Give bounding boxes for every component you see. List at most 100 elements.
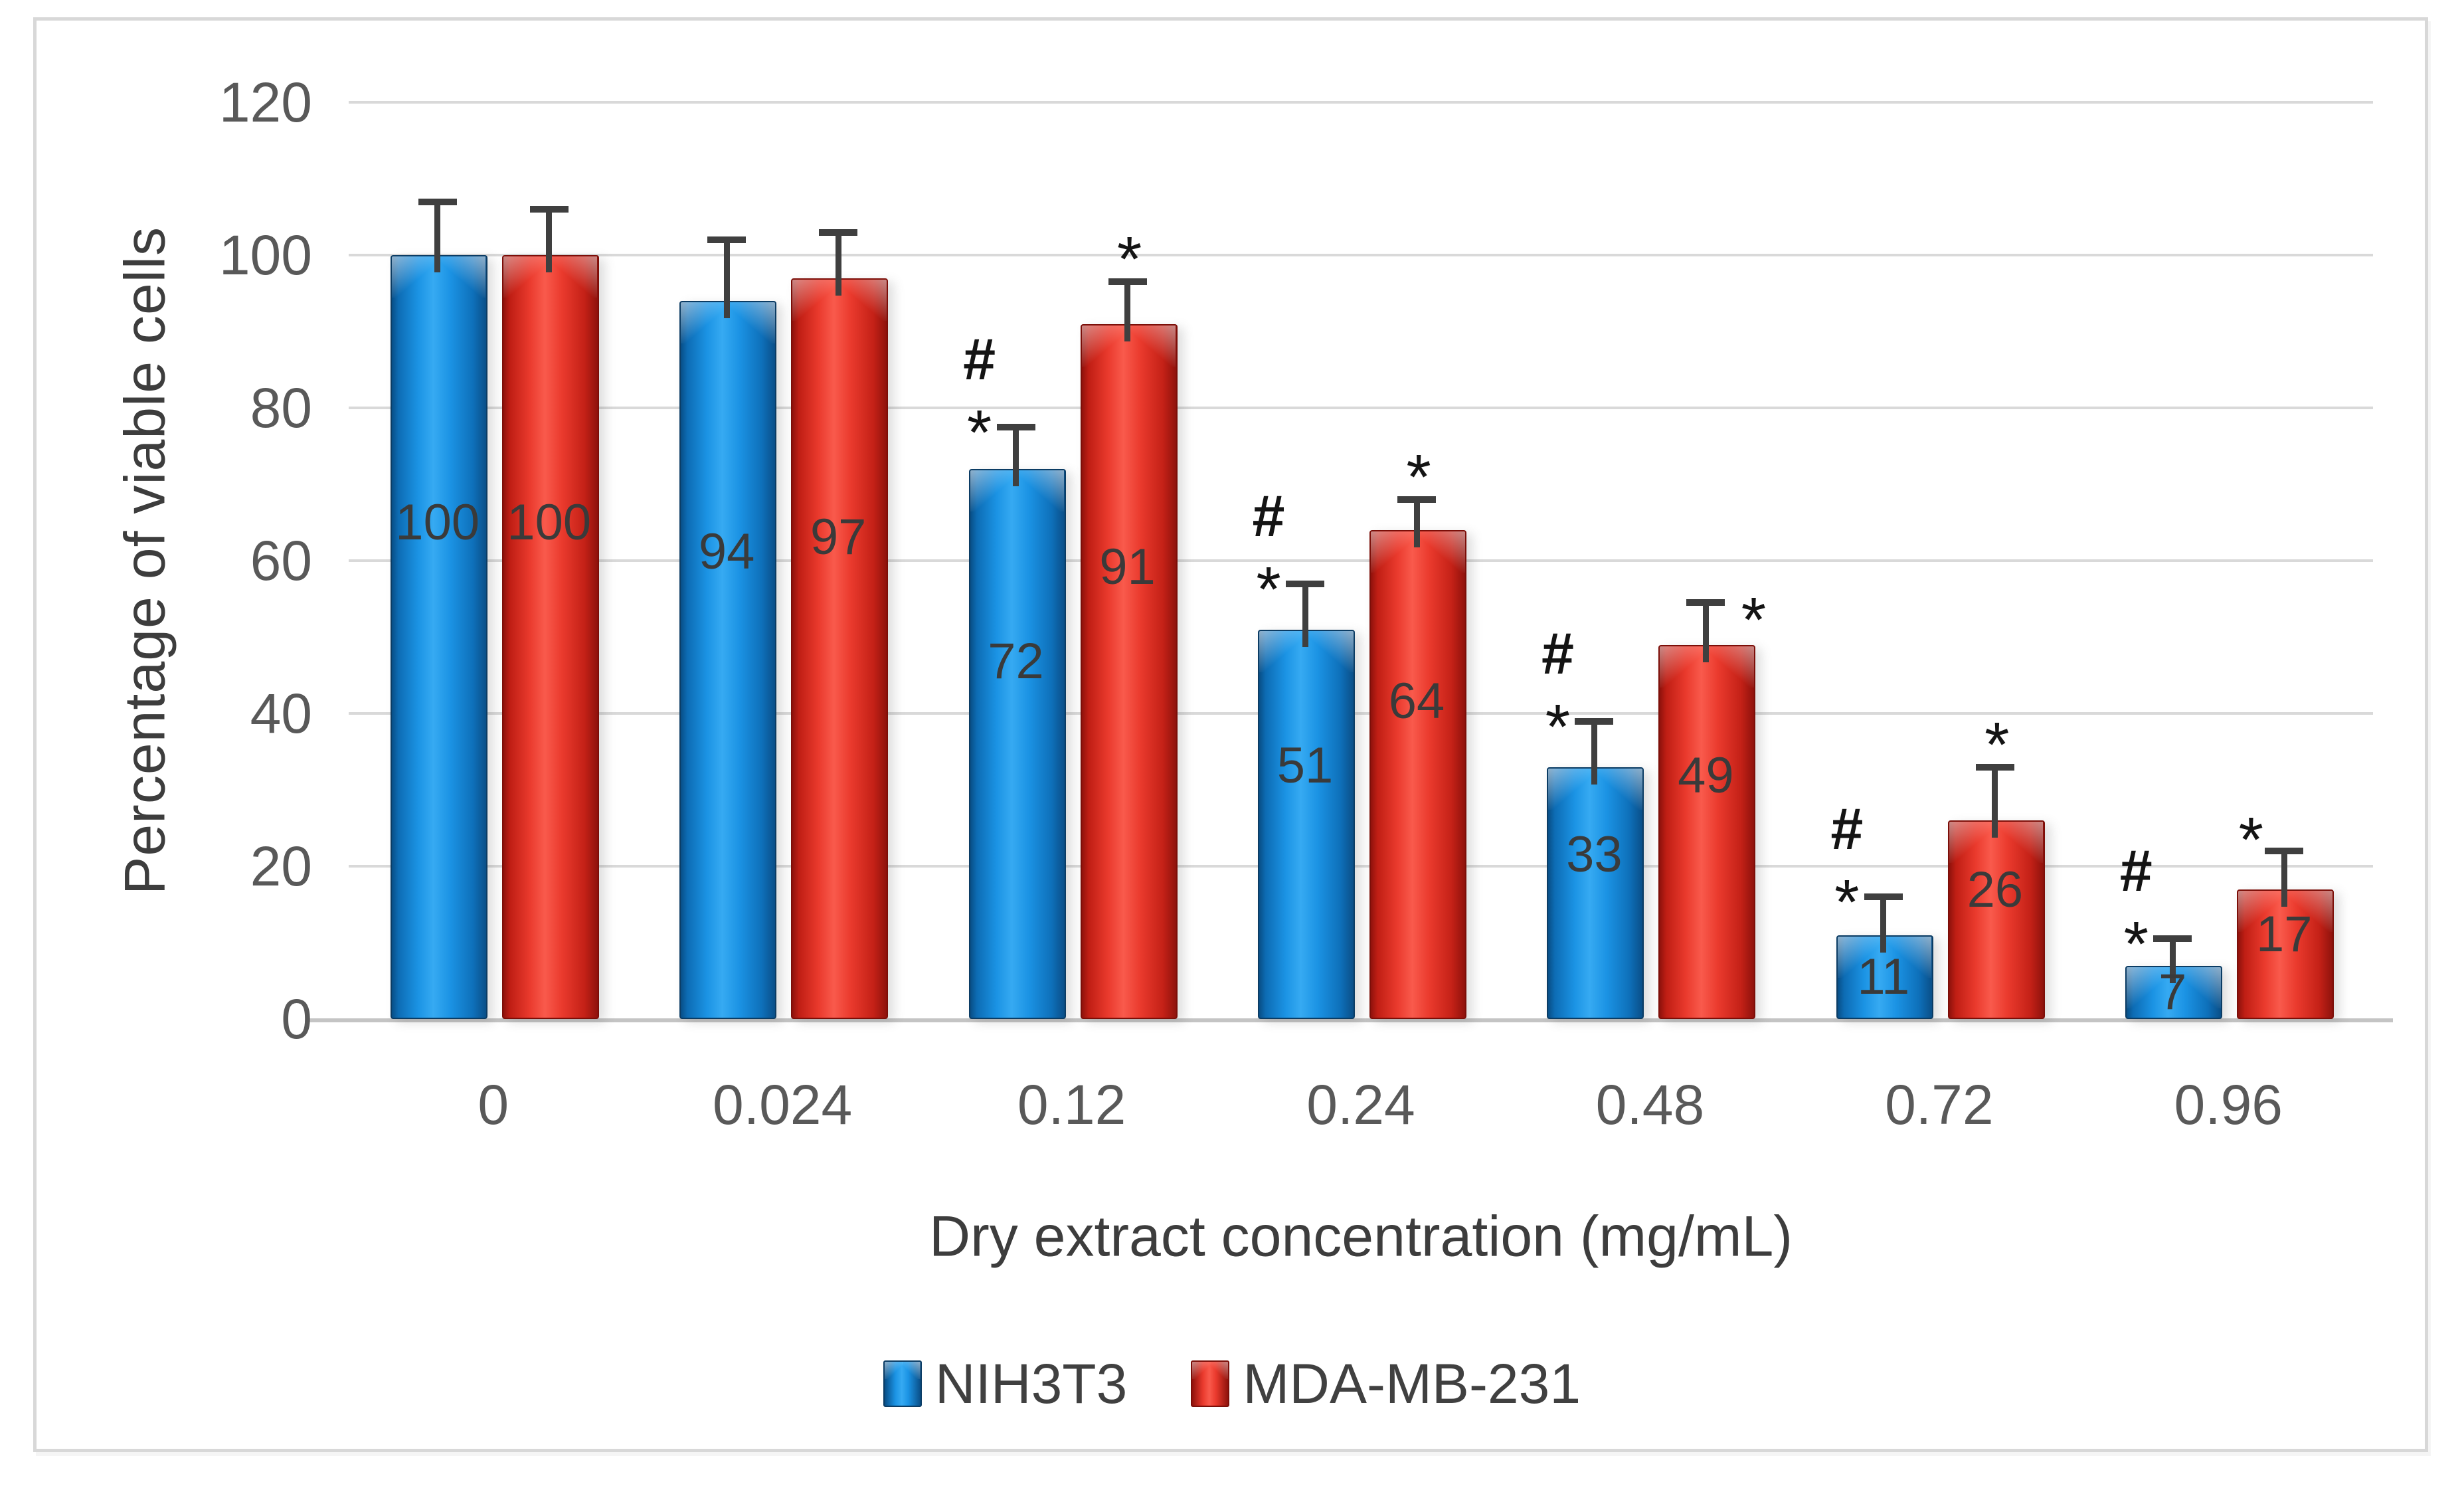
error-bar-stem-MDA-MB-231-0.96	[2281, 851, 2287, 907]
bar-NIH3T3-0.72	[1836, 935, 1933, 1019]
error-bar-cap-NIH3T3-0.72	[1864, 893, 1903, 900]
error-bar-cap-MDA-MB-231-0.96	[2265, 848, 2304, 854]
error-bar-cap-MDA-MB-231-0	[529, 206, 569, 213]
y-tick-label-120: 120	[219, 71, 312, 134]
gridline-80	[349, 407, 2373, 409]
error-bar-stem-NIH3T3-0.12	[1013, 426, 1019, 486]
value-label-NIH3T3-0.96: 7	[2158, 963, 2187, 1020]
error-bar-cap-MDA-MB-231-0.72	[1975, 763, 2014, 771]
value-label-MDA-MB-231-0.48: 49	[1678, 747, 1734, 804]
error-bar-stem-MDA-MB-231-0.24	[1413, 500, 1420, 547]
annotation-star-NIH3T3-0.72: *	[1834, 867, 1860, 939]
value-label-NIH3T3-0.024: 94	[698, 523, 755, 581]
bar-MDA-MB-231-0.48	[1658, 644, 1756, 1019]
gridline-120	[349, 101, 2373, 104]
annotation-star-MDA-MB-231-0.72: *	[1984, 709, 2010, 781]
annotation-hash-NIH3T3-0.48: #	[1541, 620, 1574, 686]
error-bar-stem-MDA-MB-231-0.48	[1702, 603, 1709, 662]
x-tick-label-0.48: 0.48	[1595, 1073, 1705, 1136]
error-bar-cap-NIH3T3-0.48	[1575, 717, 1614, 725]
bar-MDA-MB-231-0.024	[791, 278, 889, 1019]
x-tick-label-0.24: 0.24	[1306, 1073, 1415, 1136]
legend-swatch-red-icon	[1191, 1360, 1230, 1407]
error-bar-stem-NIH3T3-0	[434, 201, 441, 272]
x-tick-label-0.12: 0.12	[1017, 1073, 1126, 1136]
annotation-hash-NIH3T3-0.72: #	[1830, 796, 1864, 862]
y-tick-label-80: 80	[250, 377, 312, 439]
value-label-NIH3T3-0: 100	[395, 494, 480, 551]
error-bar-cap-MDA-MB-231-0.12	[1108, 278, 1147, 286]
value-label-NIH3T3-0.72: 11	[1857, 948, 1910, 1005]
gridline-40	[349, 712, 2373, 715]
gridline-20	[349, 865, 2373, 868]
annotation-star-NIH3T3-0.48: *	[1545, 691, 1571, 763]
y-tick-label-100: 100	[219, 224, 312, 286]
bar-NIH3T3-0.024	[679, 301, 777, 1019]
error-bar-stem-MDA-MB-231-0	[546, 209, 553, 272]
error-bar-stem-NIH3T3-0.48	[1591, 721, 1597, 785]
legend: NIH3T3 MDA-MB-231	[0, 1347, 2464, 1420]
y-tick-label-20: 20	[250, 835, 312, 897]
value-label-MDA-MB-231-0.24: 64	[1388, 672, 1445, 729]
y-tick-label-60: 60	[250, 529, 312, 592]
legend-item-nih3t3: NIH3T3	[883, 1356, 1127, 1412]
value-label-NIH3T3-0.24: 51	[1276, 737, 1334, 794]
annotation-star-MDA-MB-231-0.24: *	[1406, 442, 1431, 513]
annotation-star-NIH3T3-0.96: *	[2123, 909, 2149, 980]
value-label-MDA-MB-231-0.72: 26	[1967, 861, 2024, 918]
error-bar-stem-NIH3T3-0.24	[1302, 583, 1308, 647]
value-label-MDA-MB-231-0.024: 97	[810, 508, 867, 565]
annotation-star-MDA-MB-231-0.96: *	[2238, 804, 2263, 876]
error-bar-stem-MDA-MB-231-0.72	[1992, 767, 1998, 838]
x-axis-title: Dry extract concentration (mg/mL)	[929, 1204, 1793, 1269]
legend-label-nih3t3: NIH3T3	[934, 1352, 1128, 1415]
annotation-star-MDA-MB-231-0.48: *	[1741, 585, 1767, 656]
error-bar-cap-NIH3T3-0	[418, 198, 457, 205]
bar-MDA-MB-231-0.96	[2237, 889, 2334, 1019]
x-tick-label-0: 0	[478, 1073, 509, 1136]
y-tick-label-40: 40	[250, 682, 312, 745]
bar-NIH3T3-0	[390, 255, 487, 1019]
value-label-NIH3T3-0.48: 33	[1566, 826, 1623, 883]
value-label-NIH3T3-0.12: 72	[988, 632, 1044, 690]
legend-swatch-blue-icon	[883, 1360, 922, 1407]
error-bar-stem-NIH3T3-0.024	[723, 240, 730, 318]
error-bar-cap-MDA-MB-231-0.48	[1686, 599, 1725, 606]
error-bar-cap-NIH3T3-0.12	[996, 423, 1035, 430]
gridline-100	[349, 254, 2373, 256]
error-bar-stem-MDA-MB-231-0.024	[835, 232, 841, 296]
error-bar-cap-NIH3T3-0.024	[707, 236, 747, 243]
bar-NIH3T3-0.24	[1258, 629, 1355, 1019]
annotation-star-NIH3T3-0.24: *	[1256, 553, 1281, 625]
x-tick-label-0.96: 0.96	[2174, 1073, 2283, 1136]
error-bar-cap-NIH3T3-0.24	[1286, 580, 1324, 587]
error-bar-cap-NIH3T3-0.96	[2153, 935, 2192, 943]
x-tick-label-0.024: 0.024	[713, 1073, 853, 1136]
bar-MDA-MB-231-0.12	[1080, 324, 1178, 1019]
legend-item-mda-mb-231: MDA-MB-231	[1191, 1356, 1581, 1412]
bar-MDA-MB-231-0.24	[1369, 530, 1466, 1019]
legend-label-mda-mb-231: MDA-MB-231	[1243, 1352, 1581, 1415]
value-label-MDA-MB-231-0.12: 91	[1099, 538, 1156, 595]
value-label-MDA-MB-231-0.96: 17	[2256, 905, 2313, 963]
bar-NIH3T3-0.48	[1547, 767, 1644, 1019]
bar-MDA-MB-231-0	[501, 255, 599, 1019]
y-axis-title: Percentage of viable cells	[113, 226, 177, 895]
bar-NIH3T3-0.12	[968, 469, 1066, 1019]
annotation-star-MDA-MB-231-0.12: *	[1116, 224, 1142, 296]
gridline-60	[349, 559, 2373, 562]
error-bar-stem-NIH3T3-0.72	[1880, 897, 1887, 953]
error-bar-stem-NIH3T3-0.96	[2169, 939, 2176, 983]
y-tick-label-0: 0	[281, 988, 312, 1050]
x-axis-line	[309, 1018, 2393, 1022]
annotation-hash-NIH3T3-0.12: #	[963, 325, 996, 392]
error-bar-cap-MDA-MB-231-0.024	[819, 229, 858, 236]
bar-MDA-MB-231-0.72	[1947, 820, 2045, 1019]
error-bar-cap-MDA-MB-231-0.24	[1397, 496, 1436, 503]
annotation-hash-NIH3T3-0.24: #	[1252, 482, 1285, 549]
value-label-MDA-MB-231-0: 100	[507, 494, 592, 551]
annotation-hash-NIH3T3-0.96: #	[2119, 838, 2153, 904]
annotation-star-NIH3T3-0.12: *	[966, 397, 992, 468]
error-bar-stem-MDA-MB-231-0.12	[1124, 282, 1131, 341]
